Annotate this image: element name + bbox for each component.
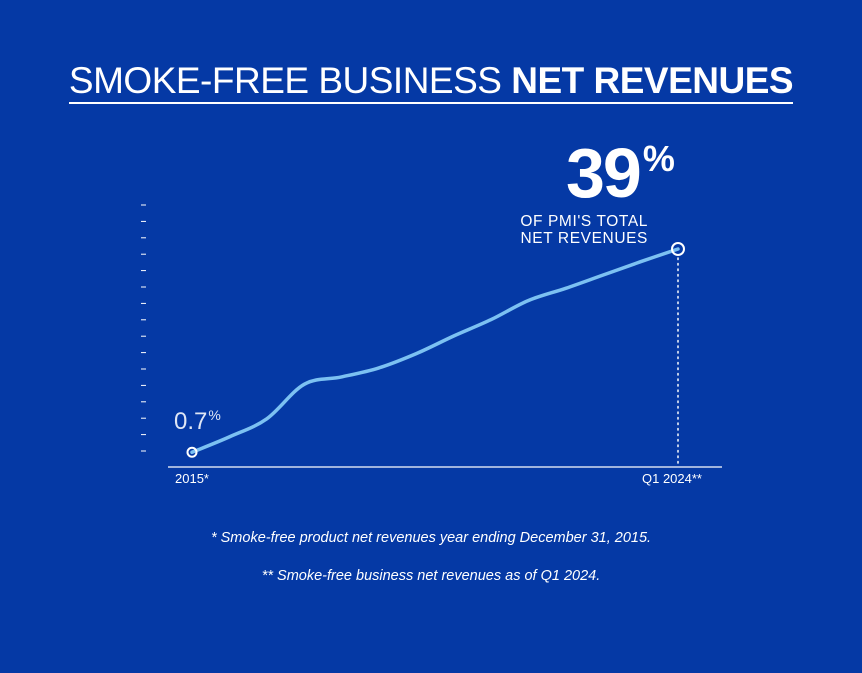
end-caption-line-1: OF PMI'S TOTAL [520, 213, 648, 230]
start-point-marker [186, 446, 198, 458]
end-value-caption: OF PMI'S TOTAL NET REVENUES [500, 213, 648, 247]
y-axis-ticks [141, 204, 146, 452]
start-value-label: 0.7% [174, 408, 221, 434]
footnote-2: ** Smoke-free business net revenues as o… [261, 568, 601, 584]
end-value-unit: % [642, 138, 675, 179]
x-tick-label-start: 2015* [175, 471, 209, 486]
start-value-unit: % [208, 407, 221, 423]
end-point-marker [671, 242, 685, 256]
start-value-number: 0.7 [174, 408, 208, 435]
end-value-label: 39% [566, 138, 675, 208]
x-tick-label-end: Q1 2024** [642, 471, 702, 486]
series-line [190, 247, 680, 455]
page-title: SMOKE-FREE BUSINESS NET REVENUES [0, 60, 862, 104]
title-underline: SMOKE-FREE BUSINESS NET REVENUES [68, 60, 794, 104]
end-value-number: 39 [566, 134, 642, 212]
title-light-part: SMOKE-FREE BUSINESS [68, 60, 502, 101]
end-caption-line-2: NET REVENUES [520, 230, 648, 247]
footnote-1: * Smoke-free product net revenues year e… [210, 530, 652, 546]
title-bold-part: NET REVENUES [511, 60, 794, 101]
